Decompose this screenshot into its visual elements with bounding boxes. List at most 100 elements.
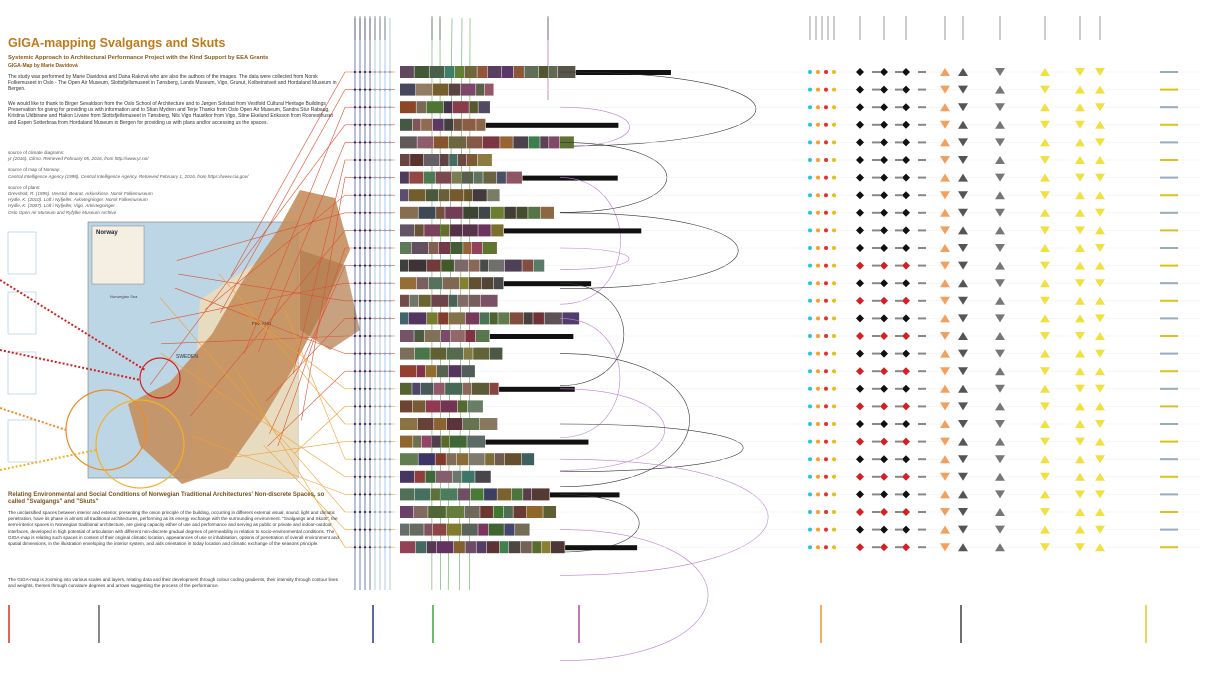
dot [378,211,382,214]
diamond [856,472,864,481]
label-mark [1160,211,1178,214]
triangle [1095,138,1105,147]
triangle [940,472,950,481]
photo [478,101,490,114]
dot [358,352,362,355]
source-heading: source of plans: [8,184,41,190]
dot [383,141,387,144]
dot [373,370,377,373]
dot [816,351,820,356]
label-mark [1160,176,1178,179]
dot [373,334,377,338]
dot [808,175,812,180]
photo [506,171,522,184]
photo [504,523,515,536]
photo [446,418,463,430]
dot [353,493,357,496]
photo [480,294,498,307]
triangle [995,349,1005,358]
location-link [220,89,346,313]
location-link [150,282,346,324]
photo [426,101,444,114]
dot [388,546,392,549]
diamond [902,226,910,235]
triangle [1040,420,1050,428]
photo [428,277,443,290]
triangle [995,156,1005,164]
triangle [1040,314,1050,323]
photo [400,206,418,219]
dot [353,106,357,109]
dot [808,369,812,374]
photo [438,242,451,254]
photo [473,171,483,184]
dot [358,317,362,320]
photo [461,171,474,184]
location-link [236,370,346,548]
label-mark [918,405,926,408]
dot [816,422,820,426]
dot [832,404,836,409]
location-link [277,247,346,447]
triangle [1040,349,1050,358]
triangle [1075,296,1085,305]
photo [436,541,454,554]
dot [383,70,387,74]
diamond [880,120,888,129]
photo [438,189,450,202]
triangle [1040,367,1050,376]
dot [363,246,367,250]
photo [490,206,504,219]
triangle [958,261,968,270]
label-mark [1160,493,1178,496]
triangle [995,120,1005,129]
label-mark [872,335,880,337]
triangle [940,226,950,235]
legend-mark [1145,605,1147,643]
label-mark [895,264,903,267]
diamond [902,138,910,147]
photo [400,171,409,184]
dot [378,176,382,179]
dot [808,545,812,550]
plan-strip [565,545,638,551]
diamond [880,455,888,464]
dot [383,158,387,162]
label-mark [918,440,926,443]
dot [368,70,372,74]
photo [524,66,539,78]
dot [373,141,377,144]
photo [479,312,490,325]
triangle [1075,103,1085,112]
photo [489,382,499,395]
relation-arc [559,458,769,576]
triangle [1095,332,1105,340]
dot [824,527,828,532]
triangle [1075,208,1085,217]
dot [353,440,357,443]
location-link [265,318,346,402]
dot [378,246,382,250]
dot [824,105,828,110]
dot [383,299,387,302]
label-mark [895,405,903,408]
triangle [995,173,1005,182]
photo [448,136,467,149]
photo [493,506,504,518]
climate-diagram [7,291,37,335]
photo [488,259,505,272]
triangle [1040,472,1050,481]
dot [383,493,387,496]
triangle [1075,437,1085,446]
photo [414,66,429,78]
label-mark [872,229,880,232]
dot [388,475,392,478]
dot [816,510,820,514]
photo [425,400,441,413]
photo [477,66,488,78]
photo [468,277,482,290]
label-mark [895,423,903,425]
label-mark [872,247,880,249]
photo [424,224,441,237]
diamond [902,402,910,411]
